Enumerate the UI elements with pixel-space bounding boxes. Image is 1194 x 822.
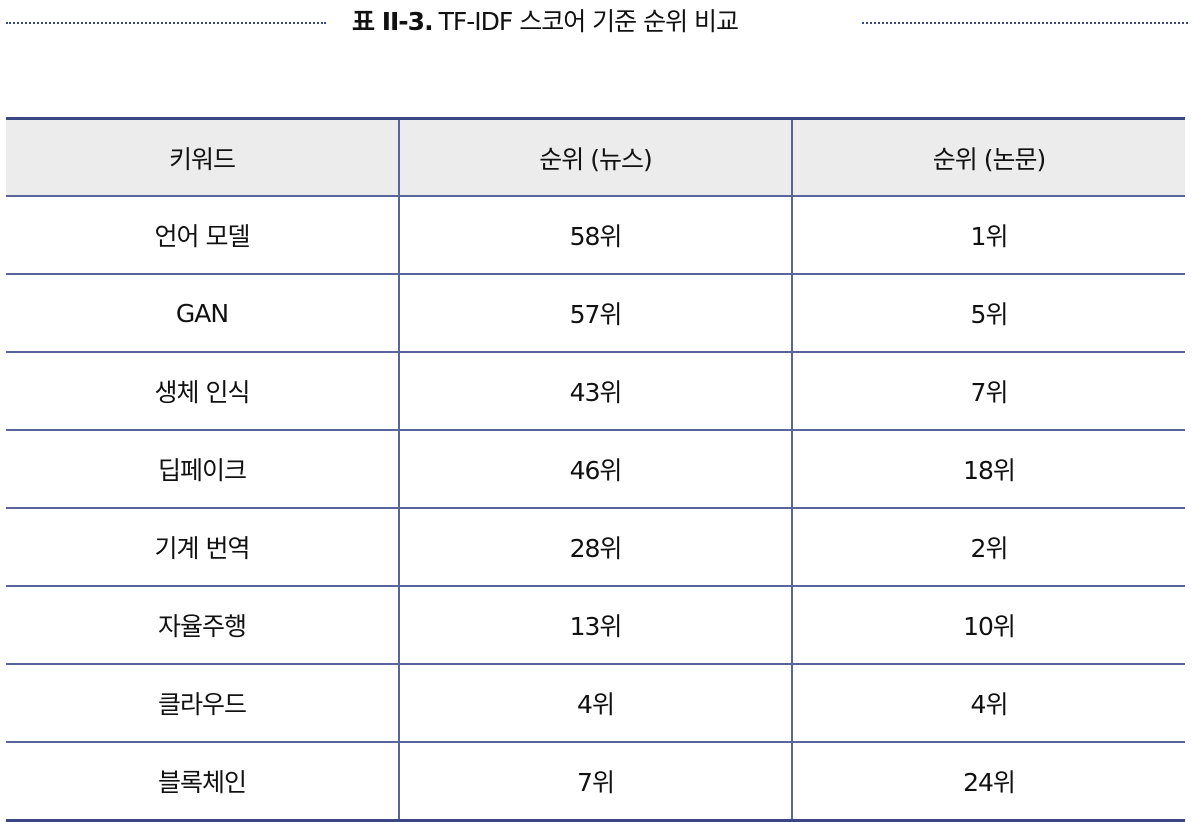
keyword-cell: 딥페이크 bbox=[6, 430, 399, 509]
news-rank-cell: 4위 bbox=[398, 664, 792, 743]
paper-rank-cell: 10위 bbox=[791, 586, 1185, 665]
keyword-cell: 클라우드 bbox=[6, 664, 399, 743]
table-row: 자율주행 13위 10위 bbox=[6, 586, 1185, 665]
news-rank-cell: 58위 bbox=[398, 196, 792, 275]
caption-dotted-rule-left bbox=[6, 22, 326, 24]
keyword-cell: 블록체인 bbox=[6, 742, 399, 822]
news-rank-cell: 28위 bbox=[398, 508, 792, 587]
news-rank-cell: 13위 bbox=[398, 586, 792, 665]
ranking-table: 키워드 순위 (뉴스) 순위 (논문) 언어 모델 58위 1위 GAN 57위… bbox=[6, 117, 1185, 822]
keyword-cell: 생체 인식 bbox=[6, 352, 399, 431]
header-news-rank: 순위 (뉴스) bbox=[398, 118, 792, 197]
table-title: 표 II-3. TF-IDF 스코어 기준 순위 비교 bbox=[352, 4, 842, 40]
keyword-cell: 자율주행 bbox=[6, 586, 399, 665]
header-keyword: 키워드 bbox=[6, 118, 399, 197]
paper-rank-cell: 18위 bbox=[791, 430, 1185, 509]
paper-rank-cell: 2위 bbox=[791, 508, 1185, 587]
keyword-cell: 언어 모델 bbox=[6, 196, 399, 275]
table-row: 기계 번역 28위 2위 bbox=[6, 508, 1185, 587]
table-row: 생체 인식 43위 7위 bbox=[6, 352, 1185, 431]
header-paper-rank: 순위 (논문) bbox=[791, 118, 1185, 197]
keyword-cell: GAN bbox=[6, 274, 399, 353]
table-header-row: 키워드 순위 (뉴스) 순위 (논문) bbox=[6, 118, 1185, 197]
paper-rank-cell: 1위 bbox=[791, 196, 1185, 275]
keyword-cell: 기계 번역 bbox=[6, 508, 399, 587]
table-row: 언어 모델 58위 1위 bbox=[6, 196, 1185, 275]
table-row: 클라우드 4위 4위 bbox=[6, 664, 1185, 743]
table-row: 딥페이크 46위 18위 bbox=[6, 430, 1185, 509]
news-rank-cell: 57위 bbox=[398, 274, 792, 353]
paper-rank-cell: 5위 bbox=[791, 274, 1185, 353]
table-row: 블록체인 7위 24위 bbox=[6, 742, 1185, 822]
news-rank-cell: 43위 bbox=[398, 352, 792, 431]
paper-rank-cell: 7위 bbox=[791, 352, 1185, 431]
paper-rank-cell: 4위 bbox=[791, 664, 1185, 743]
paper-rank-cell: 24위 bbox=[791, 742, 1185, 822]
table-caption: 표 II-3. TF-IDF 스코어 기준 순위 비교 bbox=[0, 0, 1194, 46]
caption-dotted-rule-right bbox=[862, 22, 1188, 24]
table-title-text: TF-IDF 스코어 기준 순위 비교 bbox=[438, 7, 739, 36]
table-row: GAN 57위 5위 bbox=[6, 274, 1185, 353]
table-number: 표 II-3. bbox=[352, 7, 434, 36]
news-rank-cell: 46위 bbox=[398, 430, 792, 509]
news-rank-cell: 7위 bbox=[398, 742, 792, 822]
